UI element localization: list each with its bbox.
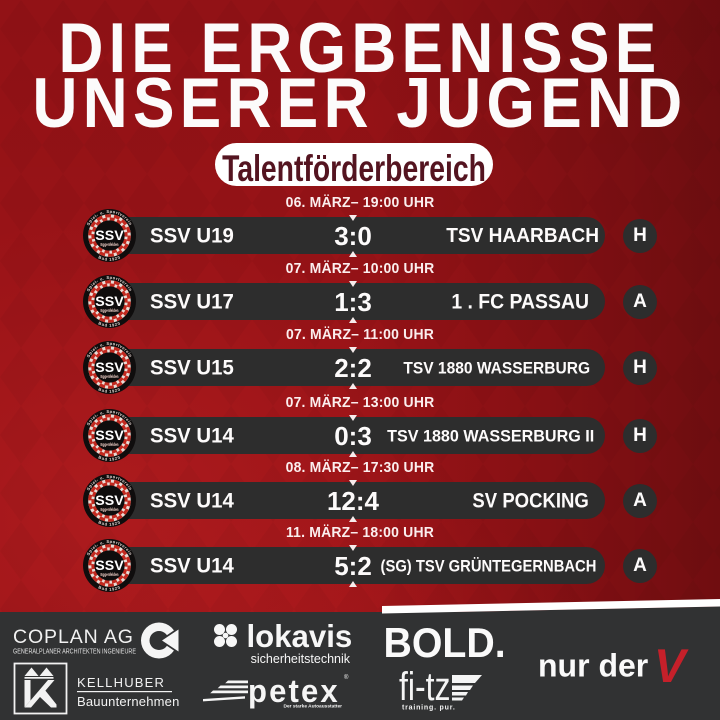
svg-text:Bad 1920: Bad 1920 (98, 584, 122, 591)
svg-text:Eggenfelden: Eggenfelden (101, 308, 119, 313)
svg-text:SSV: SSV (95, 558, 124, 574)
svg-text:Bad 1920: Bad 1920 (98, 386, 122, 393)
svg-text:V: V (654, 639, 689, 692)
svg-text:GENERALPLANER ARCHITEKTEN INGE: GENERALPLANER ARCHITEKTEN INGENIEURE (13, 648, 136, 656)
svg-text:SSV: SSV (95, 228, 124, 244)
svg-text:Bauunternehmen: Bauunternehmen (77, 694, 180, 709)
svg-text:sicherheitstechnik: sicherheitstechnik (251, 652, 351, 666)
svg-text:Eggenfelden: Eggenfelden (101, 572, 119, 577)
svg-text:Bad 1920: Bad 1920 (98, 320, 122, 327)
svg-text:KELLHUBER: KELLHUBER (77, 675, 165, 690)
svg-text:Der starke Autoausstatter: Der starke Autoausstatter (284, 704, 343, 710)
svg-text:COPLAN AG: COPLAN AG (13, 626, 134, 648)
svg-text:fi-tz: fi-tz (399, 664, 451, 709)
svg-text:Eggenfelden: Eggenfelden (101, 242, 119, 247)
svg-text:Bad 1920: Bad 1920 (98, 254, 122, 261)
svg-text:®: ® (344, 674, 349, 681)
svg-text:nur der: nur der (538, 648, 648, 684)
svg-text:BOLD.: BOLD. (384, 619, 506, 667)
svg-text:petex: petex (248, 673, 340, 710)
svg-text:Eggenfelden: Eggenfelden (101, 507, 119, 512)
svg-text:SSV: SSV (95, 360, 124, 376)
svg-text:Bad 1920: Bad 1920 (98, 454, 122, 461)
svg-text:Eggenfelden: Eggenfelden (101, 442, 119, 447)
svg-text:Bad 1920: Bad 1920 (98, 519, 122, 526)
svg-text:SSV: SSV (95, 428, 124, 444)
svg-text:training. pur.: training. pur. (402, 705, 456, 712)
svg-text:lokavis: lokavis (246, 619, 352, 654)
svg-text:Eggenfelden: Eggenfelden (101, 374, 119, 379)
svg-text:SSV: SSV (95, 493, 124, 509)
svg-text:SSV: SSV (95, 294, 124, 310)
